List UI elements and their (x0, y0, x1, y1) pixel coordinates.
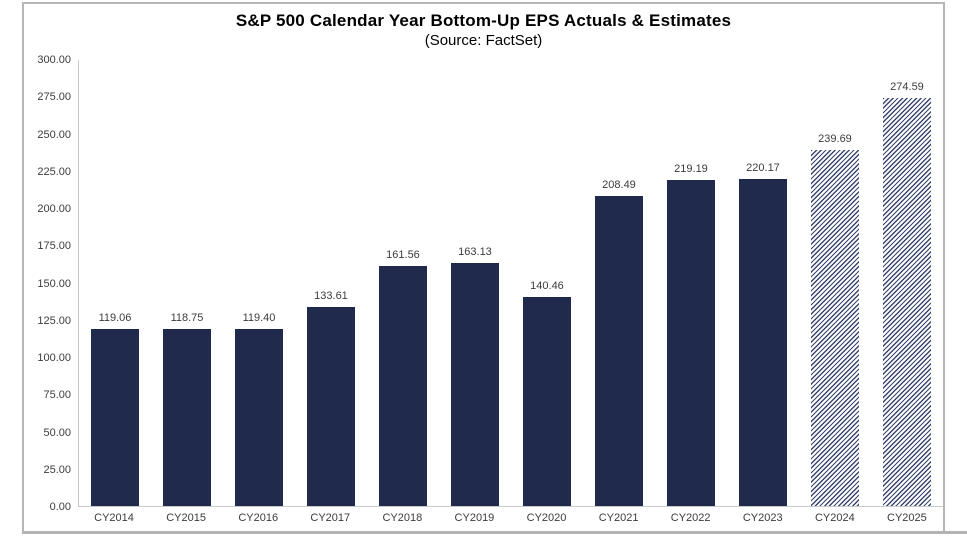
chart-subtitle: (Source: FactSet) (424, 32, 543, 49)
y-tick-250.00: 250.00 (37, 128, 71, 141)
bar-value-label: 220.17 (746, 161, 780, 174)
bar-slot-CY2014: 119.06 (79, 60, 151, 506)
y-tick-125.00: 125.00 (37, 314, 71, 327)
bar-CY2017: 133.61 (306, 290, 356, 506)
bar-CY2016: 119.40 (234, 312, 284, 506)
bar-slot-CY2018: 161.56 (367, 60, 439, 506)
bar-CY2021: 208.49 (594, 179, 644, 506)
bar-slot-CY2016: 119.40 (223, 60, 295, 506)
bar-value-label: 208.49 (602, 179, 636, 192)
x-tick-CY2015: CY2015 (166, 512, 206, 524)
x-tick-CY2017: CY2017 (310, 512, 351, 524)
bar-slot-CY2022: 219.19 (655, 60, 727, 506)
x-axis-labels: CY2014 CY2015 CY2016 CY2017 CY2018 CY2019 CY20… (78, 512, 943, 527)
bar-value-label: 239.69 (818, 132, 852, 145)
bar-slot-CY2023: 220.17 (727, 60, 799, 506)
x-tick-CY2023: CY2023 (742, 512, 783, 524)
bar-value-label: 118.75 (170, 312, 204, 325)
chart-frame: S&P 500 Calendar Year Bottom-Up EPS Actu… (22, 2, 945, 531)
bar-CY2018: 161.56 (378, 249, 428, 506)
x-tick-CY2021: CY2021 (598, 512, 639, 524)
frame-shadow (22, 531, 967, 534)
bar-slot-CY2024: 239.69 (799, 60, 871, 506)
bar-CY2024: 239.69 (810, 133, 860, 506)
bar-value-label: 133.61 (314, 290, 348, 303)
x-tick-CY2022: CY2022 (670, 512, 711, 524)
bar-value-label: 163.13 (458, 246, 492, 259)
y-tick-150.00: 150.00 (37, 277, 71, 290)
y-tick-100.00: 100.00 (37, 352, 71, 364)
bar-CY2023: 220.17 (738, 162, 788, 506)
x-tick-CY2018: CY2018 (382, 512, 423, 524)
bar-slot-CY2017: 133.61 (295, 60, 367, 506)
x-tick-CY2025: CY2025 (887, 512, 927, 524)
bar-CY2020: 140.46 (522, 280, 572, 506)
y-tick-275.00: 275.00 (37, 91, 71, 104)
y-tick-50.00: 50.00 (43, 426, 71, 439)
bar-CY2019: 163.13 (450, 246, 500, 506)
chart-title: S&P 500 Calendar Year Bottom-Up EPS Actu… (235, 11, 732, 30)
bar-slot-CY2015: 118.75 (151, 60, 223, 506)
y-tick-0.00: 0.00 (49, 501, 71, 513)
bar-value-label: 119.06 (98, 312, 132, 324)
x-tick-CY2020: CY2020 (526, 512, 567, 524)
bar-value-label: 119.40 (242, 311, 276, 324)
bar-value-label: 161.56 (386, 248, 420, 261)
bar-value-label: 274.59 (890, 80, 924, 93)
bar-CY2022: 219.19 (666, 163, 716, 506)
bar-CY2025: 274.59 (882, 81, 932, 506)
x-tick-CY2016: CY2016 (238, 512, 279, 524)
y-tick-200.00: 200.00 (37, 203, 71, 215)
x-tick-CY2019: CY2019 (454, 512, 495, 524)
y-tick-300.00: 300.00 (37, 54, 71, 66)
bars-container: 119.06 118.75 119.40 133.61 161.56 163.13 140.… (79, 60, 943, 506)
y-tick-225.00: 225.00 (37, 165, 71, 178)
plot-area: 119.06 118.75 119.40 133.61 161.56 163.13 140.… (78, 60, 943, 507)
bar-value-label: 140.46 (530, 280, 564, 293)
bar-slot-CY2021: 208.49 (583, 60, 655, 506)
bar-slot-CY2025: 274.59 (871, 60, 943, 506)
y-tick-75.00: 75.00 (43, 389, 71, 402)
bar-CY2014: 119.06 (90, 312, 140, 506)
x-tick-CY2024: CY2024 (814, 512, 855, 524)
x-tick-CY2014: CY2014 (94, 512, 134, 524)
bar-CY2015: 118.75 (162, 312, 212, 506)
bar-value-label: 219.19 (674, 163, 708, 176)
y-tick-175.00: 175.00 (37, 240, 71, 253)
bar-slot-CY2020: 140.46 (511, 60, 583, 506)
y-tick-25.00: 25.00 (43, 463, 71, 476)
bar-slot-CY2019: 163.13 (439, 60, 511, 506)
